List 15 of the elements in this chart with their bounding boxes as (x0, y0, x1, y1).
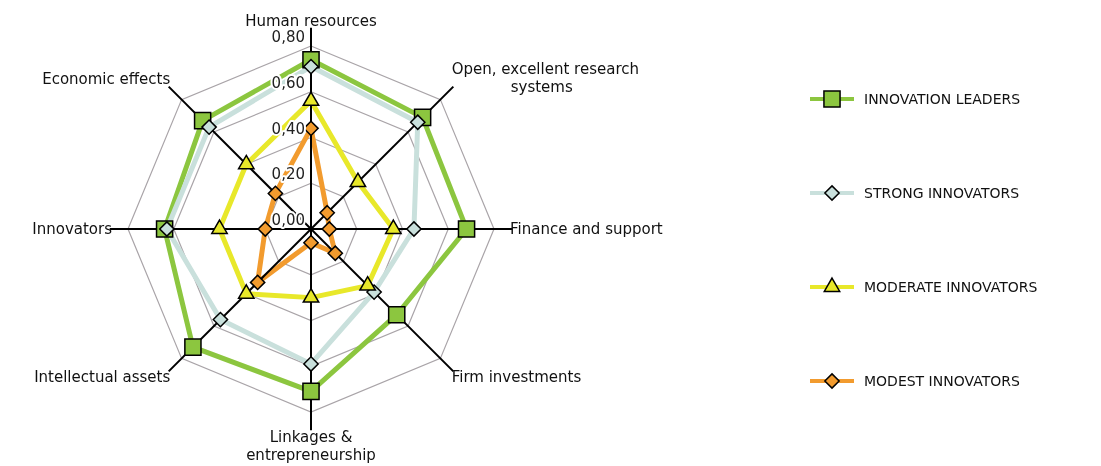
spoke-label: Firm investments (451, 367, 582, 386)
legend-label: MODERATE INNOVATORS (864, 279, 1038, 295)
y-tick-label: 0,80 (271, 28, 305, 46)
spoke-label: Linkages & entrepreneurship (246, 428, 376, 464)
spoke-label: Finance and support (510, 220, 663, 238)
spoke-label: Economic effects (42, 70, 171, 89)
legend-label: INNOVATION LEADERS (864, 91, 1021, 107)
y-tick-label: 0,60 (271, 73, 305, 92)
spoke-label: Intellectual assets (34, 367, 171, 386)
legend-label: MODEST INNOVATORS (864, 373, 1020, 389)
spoke-label: Human resources (245, 12, 377, 30)
spoke-label: Open, excellent research systems (451, 60, 639, 97)
y-tick-label: 0,00 (271, 211, 305, 229)
spoke-label: Innovators (32, 220, 113, 238)
legend-label: STRONG INNOVATORS (864, 185, 1020, 201)
